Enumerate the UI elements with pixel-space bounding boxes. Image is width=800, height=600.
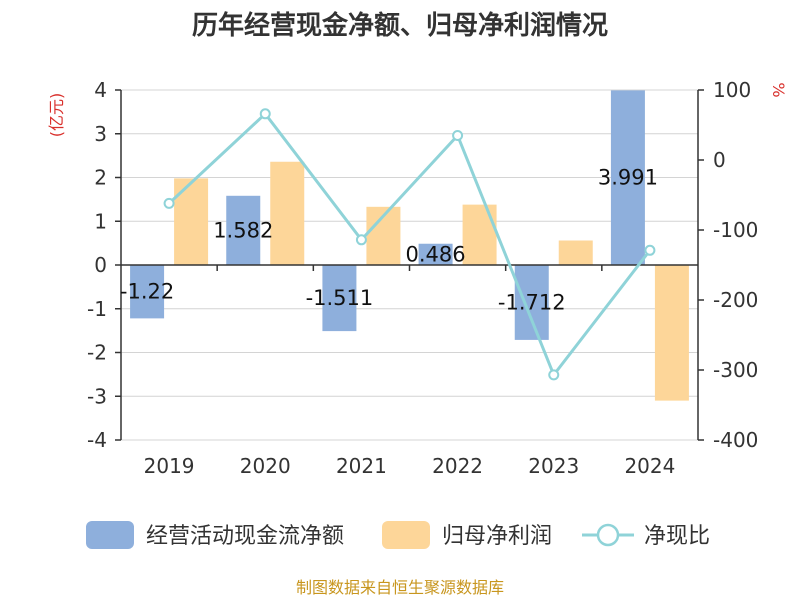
category-label: 2020 bbox=[240, 454, 291, 478]
data-labels: -1.22 1.582 -1.511 0.486 -1.712 3.991 bbox=[120, 166, 658, 315]
left-tick-label: -1 bbox=[87, 297, 107, 321]
data-label: -1.712 bbox=[498, 290, 566, 314]
bar-1 bbox=[174, 178, 209, 265]
chart-title: 历年经营现金净额、归母净利润情况 bbox=[192, 10, 608, 41]
data-label: -1.511 bbox=[306, 286, 374, 310]
legend-line-2-marker bbox=[596, 523, 620, 547]
bar-1 bbox=[462, 204, 497, 265]
left-axis-unit: (亿元) bbox=[47, 93, 66, 138]
left-tick-label: -3 bbox=[87, 384, 107, 408]
bar-0 bbox=[130, 265, 165, 319]
bar-1 bbox=[270, 161, 305, 265]
bar-1 bbox=[558, 240, 593, 265]
category-label: 2021 bbox=[336, 454, 387, 478]
left-tick-label: -2 bbox=[87, 341, 107, 365]
ratio-point bbox=[163, 197, 175, 209]
legend-bar-0-label: 经营活动现金流净额 bbox=[146, 524, 344, 549]
ratio-point bbox=[452, 130, 464, 141]
category-label: 2024 bbox=[624, 454, 675, 478]
left-tick-label: 3 bbox=[94, 122, 107, 146]
left-tick-label: -4 bbox=[87, 428, 107, 452]
bar-0 bbox=[226, 195, 261, 265]
right-tick-label: -300 bbox=[713, 358, 758, 382]
legend-bar-1-label: 归母净利润 bbox=[442, 524, 552, 549]
ratio-line-path bbox=[168, 111, 652, 378]
bar-0 bbox=[514, 265, 549, 340]
legend-bar-1-swatch bbox=[382, 521, 430, 549]
right-tick-label: 0 bbox=[713, 148, 726, 172]
left-tick-label: 0 bbox=[94, 253, 107, 277]
left-tick-label: 4 bbox=[94, 78, 107, 102]
category-label: 2023 bbox=[528, 454, 579, 478]
data-label: 3.991 bbox=[598, 166, 658, 190]
right-tick-label: -100 bbox=[713, 218, 758, 242]
legend-line-2-label: 净现比 bbox=[644, 524, 710, 549]
bar-0 bbox=[418, 243, 453, 265]
category-label: 2019 bbox=[144, 454, 195, 478]
bar-0 bbox=[610, 90, 645, 265]
ratio-line bbox=[163, 108, 656, 381]
bars bbox=[130, 90, 689, 401]
right-tick-label: 100 bbox=[713, 78, 751, 102]
data-label: -1.22 bbox=[120, 280, 174, 304]
ratio-point bbox=[259, 108, 271, 120]
bar-0 bbox=[322, 265, 357, 332]
ratio-point bbox=[355, 234, 367, 246]
bar-1 bbox=[654, 265, 689, 401]
ratio-point bbox=[548, 369, 560, 381]
category-label: 2022 bbox=[432, 454, 483, 478]
source-note: 制图数据来自恒生聚源数据库 bbox=[296, 578, 504, 597]
left-tick-label: 2 bbox=[94, 166, 107, 190]
axes: 4 3 2 1 0 -1 -2 -3 -4 100 0 -100 -200 -300 -400 2019 202… bbox=[87, 78, 758, 478]
legend-bar-0-swatch bbox=[86, 521, 134, 549]
data-label: 1.582 bbox=[213, 218, 273, 242]
right-tick-label: -400 bbox=[713, 428, 758, 452]
right-axis-unit: % bbox=[769, 82, 788, 97]
legend: 经营活动现金流净额 归母净利润 净现比 bbox=[86, 521, 710, 549]
ratio-point bbox=[644, 244, 656, 256]
data-label: 0.486 bbox=[406, 242, 466, 266]
right-tick-label: -200 bbox=[713, 288, 758, 312]
left-tick-label: 1 bbox=[94, 209, 107, 233]
